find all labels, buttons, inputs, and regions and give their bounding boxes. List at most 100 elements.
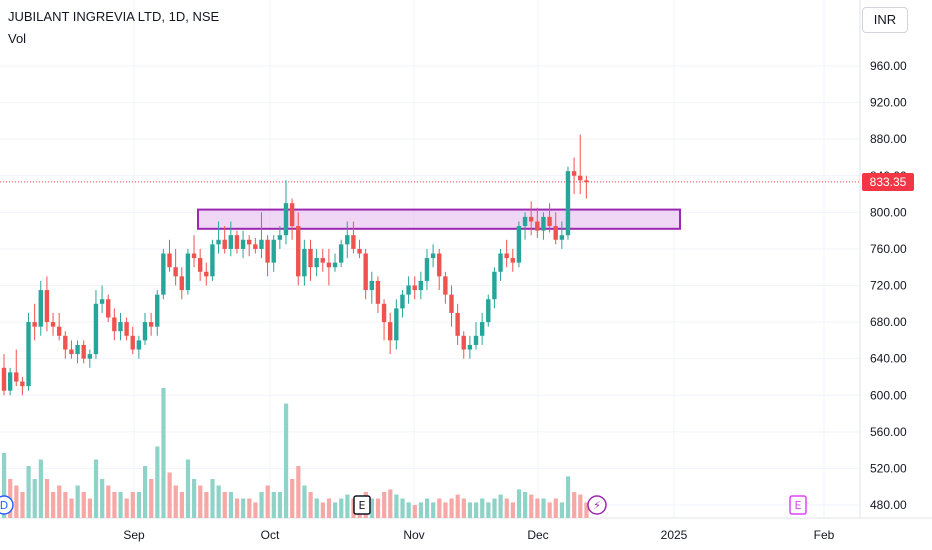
candle-body (50, 322, 56, 327)
volume-bar (302, 485, 307, 518)
volume-bar (44, 479, 50, 518)
candle-body (320, 258, 325, 263)
candle-body (38, 290, 43, 327)
candle-body (99, 299, 105, 304)
candle-body (375, 280, 381, 304)
price-tick-label: 920.00 (870, 96, 907, 110)
volume-bar (474, 502, 479, 518)
candle-body (437, 253, 442, 277)
marker-label: D (0, 499, 8, 512)
volume-bar (106, 485, 111, 518)
lightning-icon[interactable]: ⚡ (587, 495, 607, 515)
volume-bar (369, 498, 374, 518)
candle-body (308, 248, 313, 268)
volume-bar (345, 494, 350, 518)
volume-bar (394, 494, 399, 518)
volume-bar (161, 388, 166, 518)
candle-body (118, 322, 123, 332)
candle-body (283, 203, 289, 236)
price-tick-label: 800.00 (870, 205, 907, 219)
candle-body (20, 381, 25, 387)
candle-body (338, 244, 344, 263)
candle-body (1, 367, 7, 391)
candle-body (357, 248, 362, 254)
price-tick-label: 640.00 (870, 352, 907, 366)
time-tick-label: Nov (403, 528, 424, 542)
candle-body (528, 216, 534, 222)
candle-body (486, 299, 491, 323)
volume-bar (185, 459, 191, 518)
volume-bar (216, 485, 221, 518)
candle-body (522, 216, 528, 227)
volume-bar (155, 446, 160, 518)
candle-body (547, 216, 552, 227)
earnings-icon[interactable]: E (789, 495, 807, 515)
price-tick-label: 520.00 (870, 461, 907, 475)
volume-bar (100, 479, 105, 518)
marker-label: E (359, 499, 366, 512)
volume-bar (283, 403, 289, 518)
time-tick-label: Sep (123, 528, 145, 542)
volume-bar (271, 492, 276, 518)
candle-body (63, 335, 68, 350)
last-price-tag: 833.35 (862, 173, 914, 191)
volume-bar (259, 492, 264, 518)
candle-body (253, 244, 258, 249)
volume-bar (308, 492, 313, 518)
candle-body (56, 326, 62, 336)
volume-bar (375, 498, 381, 518)
price-tick-label: 720.00 (870, 279, 907, 293)
candle-body (559, 235, 565, 240)
candle-body (148, 322, 154, 327)
candle-body (553, 226, 558, 240)
volume-bar (81, 492, 86, 518)
volume-bar (314, 498, 319, 518)
candle-body (130, 335, 135, 350)
volume-bar (504, 498, 509, 518)
volume-bar (553, 498, 558, 518)
dividend-icon[interactable]: D (0, 495, 14, 515)
volume-bar (20, 492, 25, 518)
volume-bar (431, 502, 436, 518)
candle-body (504, 253, 509, 259)
volume-bar (38, 459, 43, 518)
volume-bar (455, 494, 460, 518)
currency-button[interactable]: INR (862, 7, 908, 33)
volume-bar (2, 453, 7, 518)
candle-body (571, 171, 577, 176)
volume-bar (529, 494, 534, 518)
candle-body (136, 340, 142, 350)
candle-body (167, 253, 172, 268)
volume-bar (584, 502, 589, 518)
volume-bar (480, 498, 485, 518)
volume-bar (124, 498, 129, 518)
volume-bars (2, 388, 589, 518)
volume-bar (51, 492, 56, 518)
volume-bar (26, 466, 31, 518)
volume-bar (547, 502, 552, 518)
time-tick-label: Feb (814, 528, 835, 542)
volume-bar (118, 492, 123, 518)
candle-body (277, 235, 283, 240)
candle-body (93, 303, 99, 355)
candle-body (7, 372, 13, 391)
candle-body (197, 258, 203, 272)
volume-bar (510, 502, 515, 518)
candle-body (271, 239, 276, 263)
candle-body (259, 239, 264, 249)
candle-body (498, 253, 503, 272)
candle-body (345, 235, 350, 245)
volume-bar (565, 476, 571, 518)
marker-badge (587, 495, 607, 515)
candle-body (161, 253, 166, 295)
resistance-zone-box (197, 208, 681, 230)
candle-body (204, 271, 209, 277)
candle-body (179, 276, 184, 291)
volume-bar (516, 489, 522, 518)
candle-body (424, 258, 430, 281)
earnings-icon[interactable]: E (353, 495, 371, 515)
marker-badge (789, 495, 807, 515)
volume-bar (14, 485, 19, 518)
candle-body (155, 294, 160, 327)
